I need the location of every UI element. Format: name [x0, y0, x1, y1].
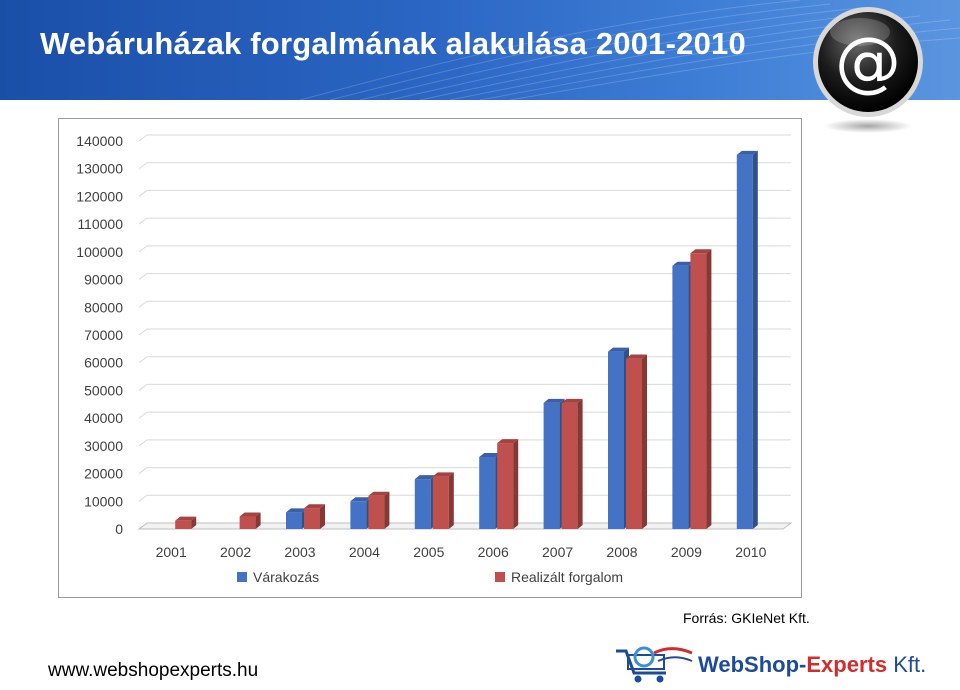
x-tick-label: 2010: [735, 544, 766, 560]
x-tick-label: 2009: [671, 544, 702, 560]
x-tick-label: 2002: [220, 544, 251, 560]
website-url[interactable]: www.webshopexperts.hu: [48, 660, 259, 681]
bar-varakozas-2005: [414, 475, 436, 529]
bar-realizalt-2007: [561, 398, 583, 529]
gridline-side: [138, 467, 148, 474]
bar-realizalt-2002: [239, 512, 261, 529]
y-tick-label: 70000: [84, 327, 123, 343]
bar-realizalt-2009: [690, 249, 712, 529]
bar-realizalt-2004: [368, 491, 390, 529]
legend-label: Realizált forgalom: [511, 569, 623, 585]
x-tick-label: 2001: [156, 544, 187, 560]
gridline-side: [138, 411, 148, 419]
y-tick-label: 50000: [84, 382, 123, 398]
x-tick-label: 2006: [478, 544, 509, 560]
x-tick-label: 2004: [349, 544, 380, 560]
page-title: Webáruházak forgalmának alakulása 2001-2…: [40, 26, 746, 61]
bar-chart: 0 10000 20000 30000 40000 50000 60000 70000 8000…: [76, 133, 793, 585]
bar-realizalt-2008: [626, 354, 647, 529]
at-symbol-glyph: @: [835, 23, 901, 100]
bar-varakozas-2010: [736, 150, 758, 529]
gridline-side: [138, 190, 148, 197]
gridline-side: [138, 134, 148, 142]
source-note: Forrás: GKIeNet Kft.: [683, 610, 810, 626]
x-tick-label: 2008: [606, 544, 637, 560]
legend-label: Várakozás: [253, 569, 319, 585]
y-tick-label: 60000: [84, 355, 123, 371]
shopping-cart-icon: [616, 646, 693, 683]
logo-experts: Experts: [806, 652, 888, 677]
gridline-side: [138, 162, 148, 170]
chart-frame: 0 10000 20000 30000 40000 50000 60000 70000 8000…: [58, 118, 802, 598]
x-tick-label: 2007: [542, 544, 573, 560]
bar-realizalt-2003: [304, 504, 325, 529]
bar-realizalt-2005: [432, 472, 454, 529]
gridline-side: [138, 245, 148, 253]
y-tick-label: 130000: [76, 161, 123, 177]
gridline-side: [138, 494, 148, 502]
y-tick-label: 30000: [84, 438, 123, 454]
y-tick-label: 120000: [76, 188, 123, 204]
legend-swatch: [495, 572, 505, 582]
gridline-side: [138, 328, 148, 336]
y-tick-label: 90000: [84, 272, 123, 288]
header-banner: Webáruházak forgalmának alakulása 2001-2…: [0, 0, 960, 100]
y-tick-label: 20000: [84, 466, 123, 482]
bar-realizalt-2006: [497, 439, 519, 529]
y-tick-label: 110000: [77, 216, 123, 232]
y-tick-label: 10000: [84, 493, 123, 509]
gridline-side: [138, 217, 148, 225]
gridline-side: [138, 300, 148, 308]
gridline-side: [138, 384, 148, 391]
bar-varakozas-2004: [350, 497, 372, 529]
y-tick-label: 40000: [84, 410, 123, 426]
gridline-side: [138, 356, 148, 364]
y-tick-label: 0: [115, 521, 123, 537]
company-logo: WebShop-Experts Kft.: [614, 643, 926, 685]
logo-kft: Kft.: [887, 652, 927, 677]
bar-realizalt-2001: [175, 516, 197, 529]
y-tick-label: 140000: [76, 133, 123, 149]
logo-wordmark: WebShop-Experts Kft.: [698, 652, 926, 678]
bar-varakozas-2008: [608, 347, 629, 529]
logo-web: WebShop-: [698, 652, 807, 677]
x-tick-label: 2003: [284, 544, 315, 560]
bar-varakozas-2006: [479, 452, 501, 529]
at-sign-icon: @: [813, 7, 923, 133]
bar-varakozas-2007: [543, 398, 565, 529]
gridline-side: [138, 439, 148, 447]
y-tick-label: 100000: [76, 244, 123, 260]
bar-varakozas-2003: [286, 508, 307, 529]
y-tick-label: 80000: [84, 299, 123, 315]
legend-swatch: [237, 572, 247, 582]
bar-varakozas-2009: [672, 261, 694, 529]
gridline-side: [138, 273, 148, 280]
x-tick-label: 2005: [413, 544, 444, 560]
